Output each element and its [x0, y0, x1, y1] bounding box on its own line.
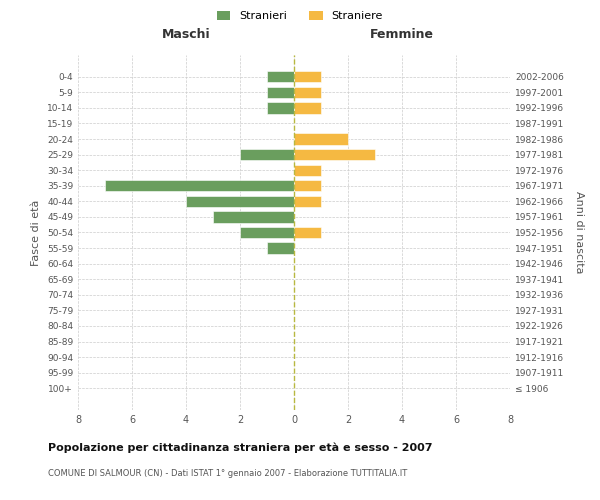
- Text: Popolazione per cittadinanza straniera per età e sesso - 2007: Popolazione per cittadinanza straniera p…: [48, 442, 433, 453]
- Bar: [267, 71, 294, 83]
- Bar: [267, 86, 294, 98]
- Bar: [294, 196, 321, 207]
- Bar: [294, 164, 321, 176]
- Legend: Stranieri, Straniere: Stranieri, Straniere: [217, 10, 383, 21]
- Bar: [240, 227, 294, 238]
- Bar: [186, 196, 294, 207]
- Y-axis label: Fasce di età: Fasce di età: [31, 200, 41, 266]
- Bar: [294, 102, 321, 114]
- Y-axis label: Anni di nascita: Anni di nascita: [574, 191, 584, 274]
- Text: COMUNE DI SALMOUR (CN) - Dati ISTAT 1° gennaio 2007 - Elaborazione TUTTITALIA.IT: COMUNE DI SALMOUR (CN) - Dati ISTAT 1° g…: [48, 468, 407, 477]
- Bar: [294, 134, 348, 144]
- Bar: [294, 180, 321, 192]
- Bar: [294, 86, 321, 98]
- Text: Maschi: Maschi: [161, 28, 211, 41]
- Bar: [294, 149, 375, 160]
- Text: Femmine: Femmine: [370, 28, 434, 41]
- Bar: [267, 102, 294, 114]
- Bar: [267, 242, 294, 254]
- Bar: [213, 212, 294, 222]
- Bar: [294, 227, 321, 238]
- Bar: [294, 71, 321, 83]
- Bar: [105, 180, 294, 192]
- Bar: [240, 149, 294, 160]
